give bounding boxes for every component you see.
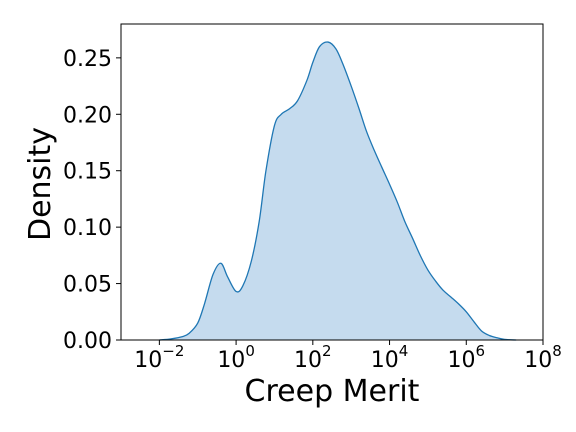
y-tick-label: 0.10 [63,216,112,241]
density-fill [159,42,517,340]
x-tick-label: 106 [447,342,485,373]
y-tick-label: 0.25 [63,47,112,72]
y-tick-label: 0.05 [63,273,112,298]
x-axis-ticks: 10−2 100 102 104 106 108 [134,340,562,373]
density-line [159,41,517,341]
y-axis-ticks: 0.00 0.05 0.10 0.15 0.20 0.25 [63,47,121,354]
axes-frame [120,23,544,341]
plot-area [159,41,517,341]
x-tick-label: 102 [294,342,332,373]
x-axis-label: Creep Merit [245,374,420,409]
y-axis-label: Density [23,127,58,241]
x-tick-label: 100 [217,342,255,373]
y-tick-label: 0.00 [63,329,112,354]
x-tick-label: 104 [371,342,409,373]
y-tick-label: 0.20 [63,103,112,128]
y-tick-label: 0.15 [63,160,112,185]
x-tick-label: 108 [524,342,562,373]
x-tick-label: 10−2 [134,342,184,373]
